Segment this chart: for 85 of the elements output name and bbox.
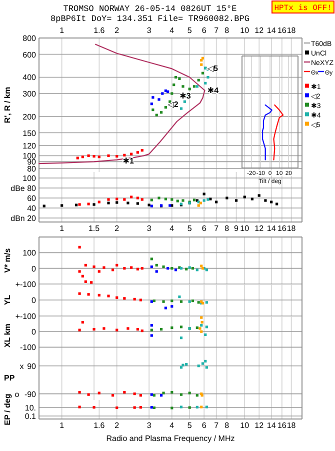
y-tick-label: 100 xyxy=(22,174,37,183)
x-tick-label: 7 xyxy=(214,224,220,233)
chart-title: TROMSO NORWAY 26-05-14 0826UT 15°E xyxy=(63,4,237,14)
y-tick-label: 10. xyxy=(24,403,36,412)
x-tick-label: 1 xyxy=(60,26,65,35)
y-tick-label: 600 xyxy=(22,50,37,60)
x-tick-label: 10 xyxy=(240,224,250,233)
x-tick-label: 12 xyxy=(254,224,264,233)
y-tick-label: +-100 xyxy=(15,280,37,289)
x-tick-label: 14 xyxy=(266,421,276,430)
y-tick-label: -90 xyxy=(24,390,37,399)
y-tick-label: 90 xyxy=(27,362,37,371)
x-tick-label: 4 xyxy=(170,26,175,35)
y-tick-label: 100 xyxy=(22,248,37,258)
y-axis-title: R', R / km xyxy=(3,86,12,124)
y-tick-label: 40 xyxy=(27,204,37,213)
x-tick-label: 14 xyxy=(266,26,276,35)
x-tick-label: 2 xyxy=(114,26,120,35)
x-tick-label: 3 xyxy=(146,224,152,233)
x-tick-label: 6 xyxy=(202,26,207,35)
annotation: ◁5 xyxy=(207,64,219,74)
x-tick-label: 8 xyxy=(224,224,230,233)
x-tick-label: 6 xyxy=(202,224,207,233)
chart-subtitle: 8pBP6It DoY= 134.351 File= TR960082.BPG xyxy=(50,14,250,24)
x-tick-label: 1.6 xyxy=(94,421,106,430)
x-tick-label: 5 xyxy=(187,26,192,35)
x-tick-label: 2 xyxy=(114,421,120,430)
y-tick-label: 800 xyxy=(22,34,37,43)
x-tick-label: 16 xyxy=(277,421,287,430)
x-tick-label: 12 xyxy=(254,26,264,35)
y-tick-label: -100 xyxy=(20,343,37,352)
y-axis-title: V* m/s xyxy=(3,248,12,273)
x-tick-label: 7 xyxy=(214,26,220,35)
x-tick-label: 1.6 xyxy=(94,26,106,35)
text: o xyxy=(14,390,20,399)
text: x xyxy=(20,362,24,371)
x-tick-label: 14 xyxy=(266,224,276,233)
x-axis-title: Radio and Plasma Frequency / MHz xyxy=(106,434,235,443)
x-tick-label: 7 xyxy=(214,421,220,430)
x-tick-label: 1 xyxy=(60,421,65,430)
y-tick-label: dBe 80 xyxy=(10,184,37,193)
y-tick-label: 80 xyxy=(27,164,37,174)
y-tick-label: 300 xyxy=(22,90,37,99)
x-tick-label: 4 xyxy=(170,224,175,233)
x-tick-label: 18 xyxy=(286,421,296,430)
x-tick-label: 4 xyxy=(170,421,175,430)
x-tick-label: 1 xyxy=(60,224,65,233)
x-tick-label: 8 xyxy=(224,421,230,430)
x-tick-label: 16 xyxy=(277,26,287,35)
y-tick-label: 200 xyxy=(22,112,37,122)
x-tick-label: 2 xyxy=(114,224,120,233)
y-tick-label: 150 xyxy=(22,128,37,138)
x-tick-label: 12 xyxy=(254,421,264,430)
x-tick-label: 1.5 xyxy=(88,224,100,233)
annotation: ✱4 xyxy=(207,86,220,95)
y-tick-label: +-100 xyxy=(15,312,37,321)
y-axis-title: XL km xyxy=(3,324,12,348)
x-tick-label: 6 xyxy=(202,421,207,430)
y-tick-label: 0 xyxy=(32,328,37,337)
y-tick-label: 60 xyxy=(27,194,37,203)
x-tick-label: 5 xyxy=(187,421,192,430)
x-tick-label: 18 xyxy=(286,224,296,233)
y-axis-title: EP / deg xyxy=(3,394,12,426)
y-axis-title: YL xyxy=(3,294,12,306)
x-tick-label: 3 xyxy=(146,421,152,430)
x-tick-label: 16 xyxy=(277,224,287,233)
y-tick-label: 0.1 xyxy=(24,412,37,421)
y-tick-label: 0 xyxy=(32,264,37,274)
x-tick-label: 9 xyxy=(234,224,240,233)
x-tick-label: 10 xyxy=(240,26,250,35)
text: HPTx is OFF! xyxy=(274,4,332,13)
x-tick-label: 3 xyxy=(146,26,152,35)
annotation: ✱3 xyxy=(180,91,192,100)
y-tick-label: 120 xyxy=(22,141,37,150)
annotation: ✱1 xyxy=(122,156,134,166)
y-tick-label: 90 xyxy=(27,158,37,167)
y-axis-title: PP xyxy=(4,374,16,382)
x-tick-label: 5 xyxy=(187,224,192,233)
x-tick-label: 10 xyxy=(240,421,250,430)
x-tick-label: 8 xyxy=(224,26,230,35)
y-tick-label: 400 xyxy=(22,73,37,82)
y-tick-label: dBn 20 xyxy=(10,214,37,223)
annotation: ◁2 xyxy=(168,100,179,109)
x-tick-label: 18 xyxy=(286,26,296,35)
y-tick-label: 0 xyxy=(32,296,37,305)
